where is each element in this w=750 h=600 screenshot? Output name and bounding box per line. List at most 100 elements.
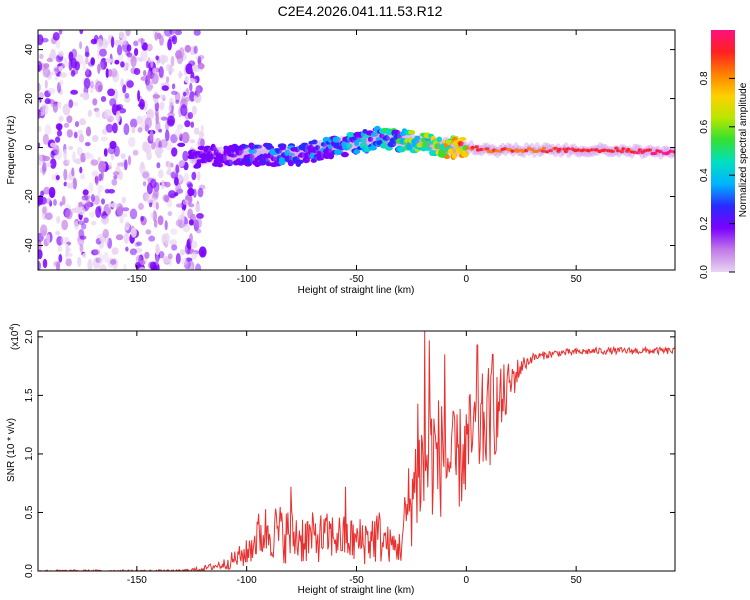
- spectrogram-noise-blob: [46, 233, 51, 244]
- colorbar-ticks: 0.0 0.2 0.4 0.6 0.8: [699, 71, 735, 279]
- spectrogram-ridge-mark: [383, 135, 390, 141]
- spectrogram-ridge-mark: [354, 140, 360, 147]
- spectrogram-noise-blob: [77, 240, 85, 246]
- spectrogram-noise-blob: [137, 90, 141, 102]
- spectrogram-noise-blob: [38, 109, 41, 119]
- spectrogram-ridge-mark: [658, 150, 663, 154]
- spectrogram-noise-blob: [111, 116, 115, 122]
- spectrogram-noise-blob: [70, 70, 76, 77]
- spectrogram-noise-blob: [58, 30, 63, 35]
- colorbar: 0.0 0.2 0.4 0.6 0.8 Normalized spectral ampl…: [699, 30, 749, 279]
- spectrogram-noise-blob: [174, 192, 179, 197]
- svg-text:(x104): (x104): [9, 323, 21, 350]
- spectrogram-noise-blob: [90, 194, 95, 203]
- spectrogram-noise-blob: [80, 93, 84, 98]
- spectrogram-noise-blob: [141, 42, 149, 51]
- spectrogram-noise-blob: [189, 46, 196, 56]
- spectrogram-noise-blob: [38, 261, 41, 270]
- spectrogram-noise-blob: [154, 101, 160, 112]
- spectrogram-noise-blob: [57, 101, 62, 109]
- spectrogram-noise-blob: [155, 254, 159, 266]
- spectrogram-noise-blob: [176, 203, 183, 208]
- spectrogram-noise-blob: [109, 202, 118, 208]
- spectrogram-noise-blob: [114, 59, 120, 65]
- spectrogram-noise-blob: [147, 70, 151, 82]
- spectrogram-ridge-mark: [470, 145, 475, 150]
- spectrogram-noise-blob: [111, 247, 119, 256]
- spectrogram-ridge-mark: [451, 153, 458, 159]
- spectrogram-noise-blob: [115, 234, 124, 241]
- spectrogram-noise-blob: [187, 264, 193, 270]
- spectrogram-noise-blob: [188, 203, 195, 208]
- spectrogram-ridge-mark: [487, 149, 492, 154]
- spectrogram-noise-blob: [126, 44, 132, 52]
- spectrogram-y-tick-label: 40: [24, 44, 35, 56]
- spectrogram-noise-blob: [57, 50, 64, 57]
- spectrogram-noise-blob: [55, 174, 60, 181]
- snr-y-tick-label: 0.0: [24, 564, 35, 578]
- spectrogram-noise-blob: [72, 177, 78, 190]
- snr-scale-prefix: (x10: [10, 330, 21, 350]
- spectrogram-noise-blob: [87, 109, 93, 117]
- spectrogram-noise-blob: [70, 89, 78, 95]
- spectrogram-noise-blob: [171, 83, 176, 90]
- spectrogram-noise-blob: [68, 99, 74, 108]
- spectrogram-noise-blob: [152, 188, 159, 199]
- spectrogram-noise-blob: [90, 38, 98, 45]
- spectrogram-noise-blob: [184, 120, 191, 128]
- spectrogram-x-tick-label: -50: [349, 274, 364, 285]
- spectrogram-noise-blob: [99, 161, 106, 169]
- snr-scale-exponent: 4: [9, 327, 16, 331]
- spectrogram-ridge-mark: [301, 142, 309, 147]
- spectrogram-ridge-mark: [334, 149, 343, 155]
- spectrogram-noise-blob: [83, 77, 91, 90]
- spectrogram-noise-blob: [52, 103, 58, 113]
- spectrogram-noise-blob: [195, 203, 201, 213]
- spectrogram-ridge-mark: [553, 146, 558, 150]
- spectrogram-ridge-mark: [217, 162, 224, 168]
- spectrogram-ridge-mark: [474, 145, 480, 149]
- spectrogram-noise-blob: [158, 66, 164, 78]
- spectrogram-ridge-mark: [637, 148, 643, 152]
- spectrogram-noise-blob: [103, 109, 112, 119]
- spectrogram-noise-blob: [175, 183, 182, 195]
- spectrogram-ridge-mark: [616, 149, 621, 153]
- spectrogram-noise-blob: [42, 258, 48, 269]
- spectrogram-noise-blob: [116, 104, 122, 111]
- spectrogram-noise-blob: [154, 137, 162, 149]
- spectrogram-noise-blob: [175, 219, 183, 227]
- spectrogram-noise-blob: [99, 48, 107, 57]
- spectrogram-noise-blob: [155, 202, 159, 210]
- spectrogram-noise-blob: [157, 215, 164, 226]
- spectrogram-noise-blob: [122, 213, 128, 218]
- spectrogram-noise-blob: [82, 189, 89, 196]
- spectrogram-noise-blob: [111, 68, 118, 78]
- spectrogram-noise-blob: [45, 162, 52, 167]
- spectrogram-noise-blob: [146, 108, 154, 120]
- spectrogram-ridge-mark: [590, 148, 595, 152]
- spectrogram-noise-blob: [50, 48, 56, 61]
- spectrogram-ridge-mark: [253, 144, 263, 149]
- spectrogram-noise-blob: [167, 253, 173, 260]
- spectrogram-noise-blob: [91, 135, 99, 142]
- spectrogram-noise-blob: [96, 38, 104, 49]
- spectrogram-noise-blob: [170, 56, 175, 67]
- spectrogram-noise-blob: [183, 91, 187, 97]
- spectrogram-noise-blob: [84, 142, 91, 147]
- spectrogram-noise-blob: [152, 67, 157, 74]
- spectrogram-noise-blob: [56, 215, 61, 224]
- spectrogram-noise-blob: [113, 145, 120, 157]
- spectrogram-noise-blob: [177, 142, 186, 147]
- spectrogram-noise-blob: [79, 244, 84, 253]
- spectrogram-noise-blob: [68, 51, 74, 62]
- chart-title: C2E4.2026.041.11.53.R12: [278, 3, 443, 19]
- spectrogram-noise-blob: [136, 241, 143, 246]
- spectrogram-noise-blob: [97, 63, 101, 74]
- spectrogram-y-label: Frequency (Hz): [6, 116, 17, 185]
- spectrogram-ridge-mark: [668, 149, 673, 153]
- spectrogram-noise-blob: [145, 80, 153, 92]
- spectrogram-noise-blob: [95, 109, 101, 118]
- spectrogram-noise-blob: [174, 30, 182, 36]
- spectrogram-noise-blob: [114, 39, 123, 47]
- snr-scale-suffix: ): [10, 323, 21, 326]
